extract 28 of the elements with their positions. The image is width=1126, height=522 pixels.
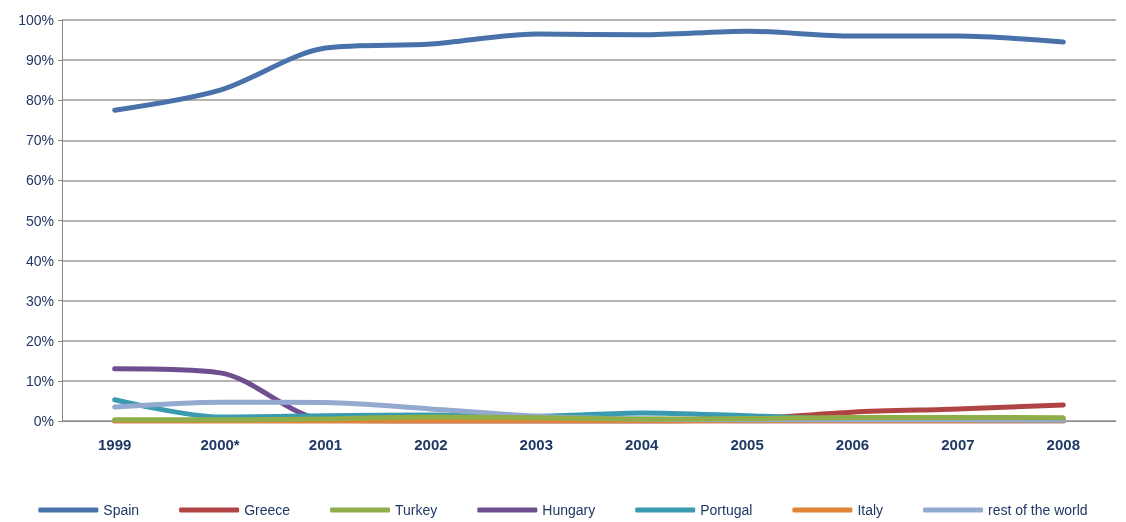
legend-label: Greece [244, 502, 291, 518]
x-tick-label: 2001 [308, 436, 343, 453]
y-tick-label: 100% [18, 12, 54, 28]
y-tick-label: 60% [25, 172, 54, 189]
legend-label: Turkey [395, 502, 438, 518]
legend-label: Portugal [700, 502, 753, 518]
y-tick-label: 70% [25, 132, 54, 149]
x-tick-label: 2000* [200, 436, 240, 453]
x-tick-label: 2004 [625, 436, 660, 453]
x-tick-label: 2003 [519, 436, 553, 453]
x-tick-label: 2007 [941, 436, 975, 453]
y-tick-label: 80% [25, 92, 54, 109]
y-tick-label: 10% [25, 372, 54, 389]
x-tick-label: 2008 [1046, 436, 1080, 453]
legend-label: Hungary [542, 502, 596, 518]
y-tick-label: 30% [25, 292, 54, 309]
x-tick-label: 2002 [414, 436, 448, 453]
legend-label: rest of the world [988, 502, 1088, 518]
x-tick-label: 2006 [835, 436, 870, 453]
legend-label: Italy [857, 502, 884, 518]
y-tick-label: 50% [25, 212, 54, 229]
y-tick-label: 20% [25, 332, 54, 349]
y-tick-label: 90% [25, 52, 54, 69]
x-tick-label: 2005 [730, 436, 764, 453]
y-tick-label: 0% [33, 413, 54, 429]
y-tick-label: 40% [25, 252, 54, 269]
legend-label: Spain [103, 502, 140, 518]
x-tick-label: 1999 [98, 436, 132, 453]
